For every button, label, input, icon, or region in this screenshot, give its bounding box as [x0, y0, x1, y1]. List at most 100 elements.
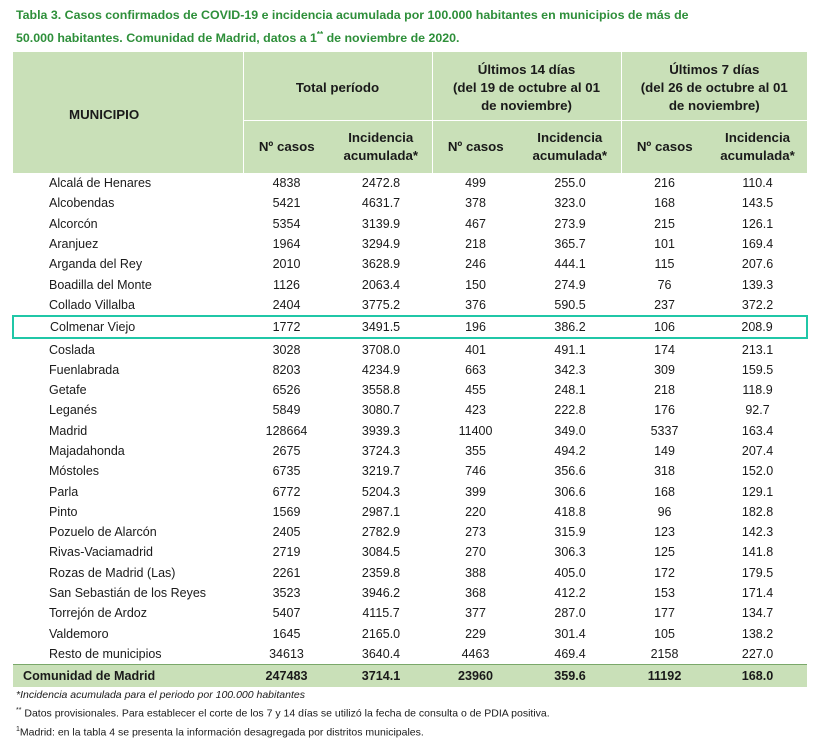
municipio-cell: Madrid	[13, 421, 243, 441]
incidencia-7-cell: 143.5	[708, 193, 807, 213]
incidencia-14-cell: 274.9	[519, 274, 621, 294]
incidencia-7-cell: 182.8	[708, 502, 807, 522]
incidencia-7-cell: 179.5	[708, 563, 807, 583]
casos-cell: 2675	[243, 441, 330, 461]
total-incidencia: 3714.1	[330, 665, 432, 688]
last14-range-end: de noviembre)	[481, 98, 572, 113]
incidencia-label: Incidencia	[725, 130, 790, 145]
incidencia-cell: 3939.3	[330, 421, 432, 441]
municipio-cell: Leganés	[13, 400, 243, 420]
casos-7-cell: 123	[621, 522, 708, 542]
incidencia-7-cell: 139.3	[708, 274, 807, 294]
municipio-cell: Fuenlabrada	[13, 360, 243, 380]
last7-title: Últimos 7 días	[669, 62, 759, 77]
incidencia-7-cell: 372.2	[708, 295, 807, 316]
incidencia-cell: 3491.5	[330, 316, 432, 338]
municipio-cell: Torrejón de Ardoz	[13, 603, 243, 623]
acumulada-label: acumulada*	[532, 148, 607, 163]
casos-cell: 8203	[243, 360, 330, 380]
casos-cell: 5421	[243, 193, 330, 213]
incidencia-14-cell: 356.6	[519, 461, 621, 481]
casos-cell: 6526	[243, 380, 330, 400]
incidencia-label: Incidencia	[348, 130, 413, 145]
casos-cell: 5849	[243, 400, 330, 420]
municipio-cell: Resto de municipios	[13, 644, 243, 665]
casos-7-cell: 168	[621, 481, 708, 501]
incidencia-14-cell: 315.9	[519, 522, 621, 542]
incidencia-7-cell: 213.1	[708, 338, 807, 359]
casos-14-cell: 11400	[432, 421, 519, 441]
casos-7-cell: 115	[621, 254, 708, 274]
casos-14-cell: 378	[432, 193, 519, 213]
casos-7-cell: 174	[621, 338, 708, 359]
municipio-cell: Aranjuez	[13, 234, 243, 254]
casos-14-cell: 270	[432, 542, 519, 562]
casos-cell: 34613	[243, 644, 330, 665]
municipio-cell: Valdemoro	[13, 624, 243, 644]
municipio-cell: Colmenar Viejo	[13, 316, 243, 338]
incidencia-7-cell: 138.2	[708, 624, 807, 644]
casos-cell: 2719	[243, 542, 330, 562]
incidencia-cell: 3640.4	[330, 644, 432, 665]
municipio-cell: Rivas-Vaciamadrid	[13, 542, 243, 562]
casos-7-cell: 96	[621, 502, 708, 522]
municipio-cell: Coslada	[13, 338, 243, 359]
incidencia-14-cell: 491.1	[519, 338, 621, 359]
casos-cell: 1964	[243, 234, 330, 254]
casos-7-cell: 125	[621, 542, 708, 562]
footnotes: *Incidencia acumulada para el periodo po…	[16, 688, 550, 740]
footnote-madrid-text: Madrid: en la tabla 4 se presenta la inf…	[20, 726, 424, 738]
casos-14-cell: 218	[432, 234, 519, 254]
incidencia-7-cell: 141.8	[708, 542, 807, 562]
incidencia-14-cell: 405.0	[519, 563, 621, 583]
casos-7-cell: 106	[621, 316, 708, 338]
casos-7-cell: 318	[621, 461, 708, 481]
table-title-line1: Tabla 3. Casos confirmados de COVID-19 e…	[16, 8, 689, 22]
casos-7-cell: 101	[621, 234, 708, 254]
incidencia-cell: 4234.9	[330, 360, 432, 380]
incidencia-cell: 3946.2	[330, 583, 432, 603]
casos-cell: 2404	[243, 295, 330, 316]
casos-7-cell: 218	[621, 380, 708, 400]
incidencia-7-cell: 169.4	[708, 234, 807, 254]
casos-7-cell: 168	[621, 193, 708, 213]
incidencia-7-cell: 92.7	[708, 400, 807, 420]
total-casos-7: 11192	[621, 665, 708, 688]
incidencia-14-cell: 590.5	[519, 295, 621, 316]
municipio-cell: Alcalá de Henares	[13, 173, 243, 193]
casos-7-cell: 309	[621, 360, 708, 380]
incidencia-cell: 3139.9	[330, 214, 432, 234]
incidencia-14-cell: 222.8	[519, 400, 621, 420]
incidencia-14-cell: 469.4	[519, 644, 621, 665]
incidencia-cell: 3724.3	[330, 441, 432, 461]
incidencia-7-cell: 142.3	[708, 522, 807, 542]
casos-7-cell: 2158	[621, 644, 708, 665]
casos-7-cell: 5337	[621, 421, 708, 441]
casos-cell: 1772	[243, 316, 330, 338]
total-incidencia-7: 168.0	[708, 665, 807, 688]
last14-range: (del 19 de octubre al 01	[453, 80, 600, 95]
table-title: Tabla 3. Casos confirmados de COVID-19 e…	[16, 6, 736, 48]
total-row: Comunidad de Madrid 247483 3714.1 23960 …	[13, 665, 807, 688]
casos-14-cell: 4463	[432, 644, 519, 665]
incidencia-cell: 3628.9	[330, 254, 432, 274]
casos-cell: 2010	[243, 254, 330, 274]
incidencia-14-cell: 444.1	[519, 254, 621, 274]
incidencia-cell: 4631.7	[330, 193, 432, 213]
municipio-cell: San Sebastián de los Reyes	[13, 583, 243, 603]
casos-14-cell: 377	[432, 603, 519, 623]
casos-cell: 6735	[243, 461, 330, 481]
incidencia-7-cell: 152.0	[708, 461, 807, 481]
casos-cell: 1569	[243, 502, 330, 522]
incidencia-7-cell: 207.4	[708, 441, 807, 461]
incidencia-cell: 4115.7	[330, 603, 432, 623]
footnote-incidencia: *Incidencia acumulada para el periodo po…	[16, 688, 550, 703]
